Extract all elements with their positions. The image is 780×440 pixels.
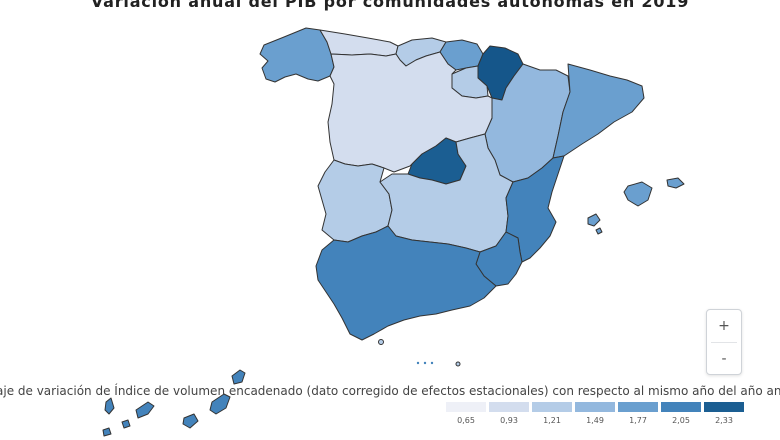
region-andalucia[interactable] xyxy=(315,225,497,341)
islet-dot xyxy=(430,361,434,365)
legend-title: aje de variación de Índice de volumen en… xyxy=(0,384,780,398)
region-cataluna[interactable] xyxy=(552,63,645,159)
zoom-control: + - xyxy=(706,309,742,375)
region-baleares-mallorca[interactable] xyxy=(623,181,653,207)
region-melilla[interactable] xyxy=(455,361,461,367)
legend-tick-label: 2,33 xyxy=(715,416,733,425)
region-baleares-ibiza[interactable] xyxy=(587,213,601,227)
legend-tick-label: 2,05 xyxy=(672,416,690,425)
region-canarias-la-palma[interactable] xyxy=(104,397,115,415)
legend-swatch xyxy=(618,402,658,412)
legend-tick-label: 0,93 xyxy=(500,416,518,425)
region-ceuta[interactable] xyxy=(378,339,384,345)
region-canarias-el-hierro[interactable] xyxy=(102,427,112,437)
zoom-divider xyxy=(711,342,737,343)
zoom-in-button[interactable]: + xyxy=(707,310,741,342)
region-baleares-formentera[interactable] xyxy=(595,227,603,235)
region-canarias-tenerife[interactable] xyxy=(135,401,155,419)
legend-ticks: 0,65 0,93 1,21 1,49 1,77 2,05 2,33 xyxy=(446,416,766,430)
legend-swatch xyxy=(532,402,572,412)
legend-tick-label: 1,49 xyxy=(586,416,604,425)
region-baleares-menorca[interactable] xyxy=(666,177,685,189)
region-galicia[interactable] xyxy=(259,27,335,83)
legend-tick-label: 1,77 xyxy=(629,416,647,425)
region-asturias[interactable] xyxy=(319,29,399,57)
legend-swatch xyxy=(704,402,744,412)
islet-dot xyxy=(416,361,420,365)
legend-swatch xyxy=(489,402,529,412)
region-canarias-fuerteventura[interactable] xyxy=(209,393,231,415)
legend-swatch xyxy=(575,402,615,412)
region-canarias-la-gomera[interactable] xyxy=(121,419,131,429)
legend-swatches xyxy=(446,402,744,412)
region-canarias-gran-canaria[interactable] xyxy=(182,413,199,429)
legend-tick-label: 0,65 xyxy=(457,416,475,425)
legend-swatch xyxy=(661,402,701,412)
legend-tick-label: 1,21 xyxy=(543,416,561,425)
legend-swatch xyxy=(446,402,486,412)
region-canarias-lanzarote[interactable] xyxy=(231,369,246,385)
islet-dot xyxy=(423,361,427,365)
zoom-out-button[interactable]: - xyxy=(707,343,741,375)
chart-title: Variación anual del PIB por comunidades … xyxy=(90,0,690,11)
